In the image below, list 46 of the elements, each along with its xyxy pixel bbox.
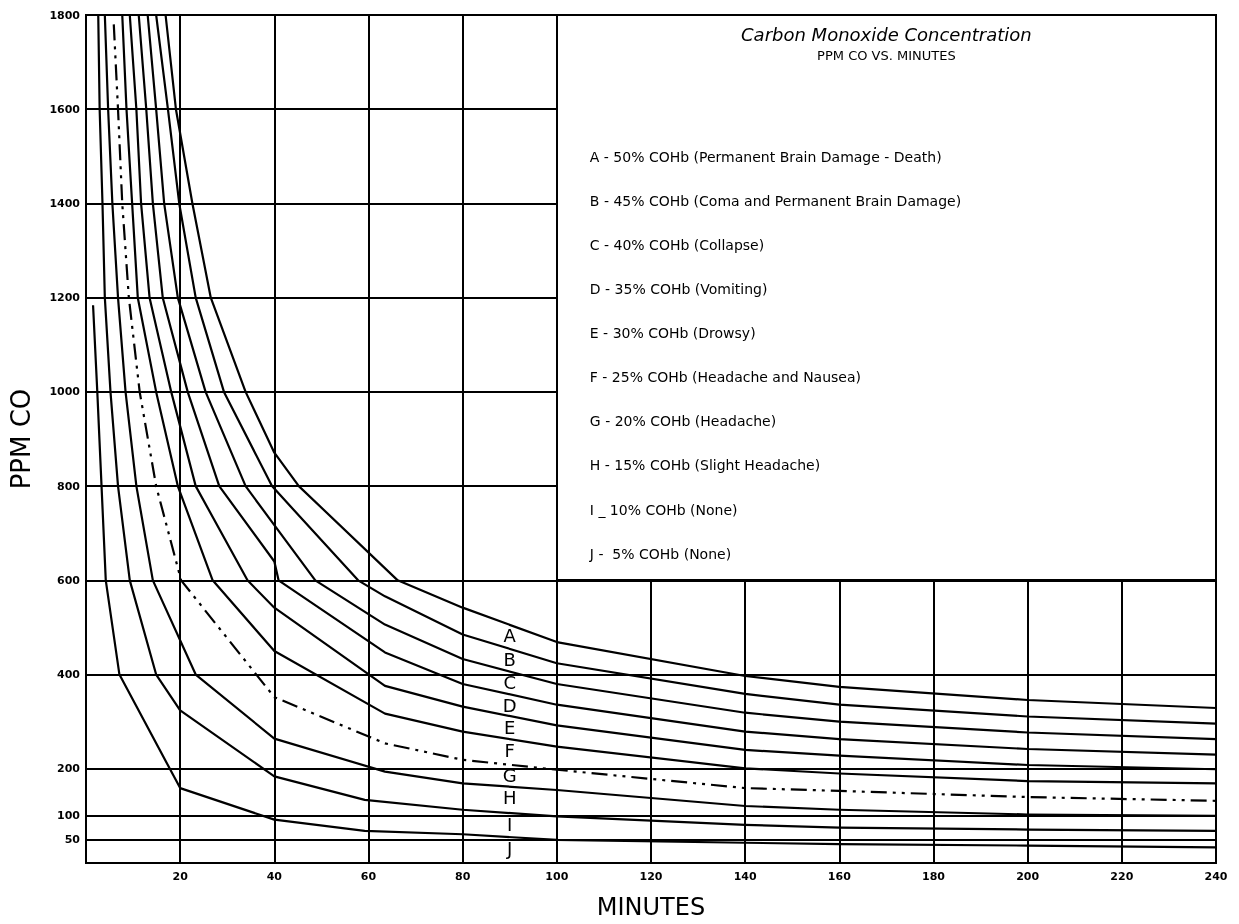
annotation: F - 25% COHb (Headache and Nausea) xyxy=(589,368,862,387)
x-tick-label: 140 xyxy=(733,870,757,883)
annotation: J - 5% COHb (None) xyxy=(589,544,732,563)
x-tick-label: 80 xyxy=(455,870,471,883)
x-tick-label: 160 xyxy=(827,870,852,883)
y-tick-label: 1200 xyxy=(49,291,81,305)
x-tick-label: 180 xyxy=(922,870,946,883)
y-tick-label: 50 xyxy=(64,832,81,846)
series-label: F xyxy=(504,739,515,761)
annotation: D - 35% COHb (Vomiting) xyxy=(589,280,768,299)
y-tick-label: 100 xyxy=(57,809,81,823)
y-tick-label: 400 xyxy=(57,668,81,682)
y-tick-label: 200 xyxy=(57,762,81,776)
x-tick-label: 120 xyxy=(639,870,663,883)
y-axis-title: PPM CO xyxy=(6,388,36,490)
y-tick-label: 1400 xyxy=(49,196,81,210)
x-tick-label: 60 xyxy=(360,870,377,883)
annotation: I _ 10% COHb (None) xyxy=(589,500,738,519)
annotation: B - 45% COHb (Coma and Permanent Brain Damage) xyxy=(589,191,962,210)
y-tick-label: 600 xyxy=(57,573,81,587)
x-tick-label: 40 xyxy=(266,870,283,883)
annotation: C - 40% COHb (Collapse) xyxy=(589,235,765,254)
series-label: I xyxy=(507,813,513,835)
annotation: A - 50% COHb (Permanent Brain Damage - Death) xyxy=(589,147,942,166)
y-tick-label: 800 xyxy=(57,479,81,493)
series-label: A xyxy=(503,625,517,647)
annotation: E - 30% COHb (Drowsy) xyxy=(589,324,756,343)
annotation: G - 20% COHb (Headache) xyxy=(589,412,777,431)
x-tick-label: 200 xyxy=(1016,870,1040,883)
series-label: C xyxy=(503,671,517,693)
series-label: B xyxy=(503,649,516,671)
y-tick-label: 1000 xyxy=(49,385,81,399)
y-tick-label: 1800 xyxy=(49,8,81,22)
x-tick-label: 20 xyxy=(172,870,189,883)
x-tick-label: 220 xyxy=(1110,870,1134,883)
y-tick-label: 1600 xyxy=(49,102,81,116)
x-tick-label: 240 xyxy=(1204,870,1228,883)
text: PPM CO VS. MINUTES xyxy=(816,48,957,63)
annotation: H - 15% COHb (Slight Headache) xyxy=(589,456,821,475)
x-axis-title: MINUTES xyxy=(596,893,706,921)
x-tick-label: 100 xyxy=(545,870,569,883)
series-label: H xyxy=(502,787,517,809)
series-label: J xyxy=(506,837,513,859)
text: Carbon Monoxide Concentration xyxy=(740,24,1033,45)
series-label: E xyxy=(504,716,516,738)
series-label: D xyxy=(502,694,517,716)
